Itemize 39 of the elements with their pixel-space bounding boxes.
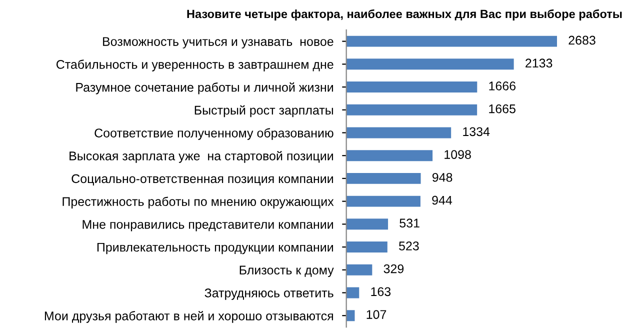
data-label: 2133 bbox=[526, 58, 552, 68]
chart-title: Назовите четыре фактора, наиболее важных для Вас при выборе работы bbox=[187, 9, 622, 20]
y-tick-label: Возможность учиться и узнавать новое bbox=[103, 37, 334, 48]
data-label: 948 bbox=[432, 172, 452, 182]
y-tick-label: Близость к дому bbox=[240, 266, 334, 277]
data-label: 531 bbox=[400, 218, 420, 228]
y-tick-label: Быстрый рост зарплаты bbox=[194, 105, 333, 118]
y-tick-label: Мои друзья работают в ней и хорошо отзываются bbox=[44, 310, 333, 323]
data-label: 2683 bbox=[568, 36, 596, 45]
data-label: 329 bbox=[384, 264, 404, 274]
y-tick-label: Высокая зарплата уже на стартовой позиции bbox=[70, 150, 333, 163]
y-tick-label: Привлекательность продукции компании bbox=[97, 242, 333, 254]
bar bbox=[346, 127, 452, 138]
bar bbox=[346, 82, 478, 93]
bar bbox=[346, 104, 478, 116]
data-label: 1098 bbox=[444, 150, 471, 159]
data-label: 1665 bbox=[489, 104, 516, 114]
y-tick-label: Престижность работы по мнению окружающих bbox=[62, 196, 334, 208]
bar bbox=[346, 172, 421, 184]
data-label: 163 bbox=[371, 287, 391, 296]
bar bbox=[346, 264, 372, 276]
bar bbox=[346, 242, 388, 253]
y-tick-label: Соответствие полученному образованию bbox=[94, 128, 334, 140]
data-label: 944 bbox=[432, 196, 452, 205]
bar bbox=[346, 36, 558, 47]
data-label: 1334 bbox=[463, 127, 490, 136]
bar bbox=[346, 218, 388, 230]
data-label: 107 bbox=[366, 310, 386, 319]
bar bbox=[346, 196, 420, 207]
y-tick-label: Социально-ответственная позиция компании bbox=[72, 174, 333, 186]
data-label: 523 bbox=[399, 242, 419, 250]
bar bbox=[346, 287, 360, 298]
bar bbox=[346, 58, 514, 70]
y-tick-label: Стабильность и уверенность в завтрашнем дне bbox=[56, 60, 334, 72]
data-label: 1666 bbox=[489, 82, 516, 90]
y-tick-label: Разумное сочетание работы и личной жизни bbox=[76, 82, 333, 94]
bar bbox=[346, 150, 433, 162]
y-tick-label: Мне понравились представители компании bbox=[82, 220, 333, 232]
y-tick-label: Затрудняюсь ответить bbox=[204, 288, 334, 300]
